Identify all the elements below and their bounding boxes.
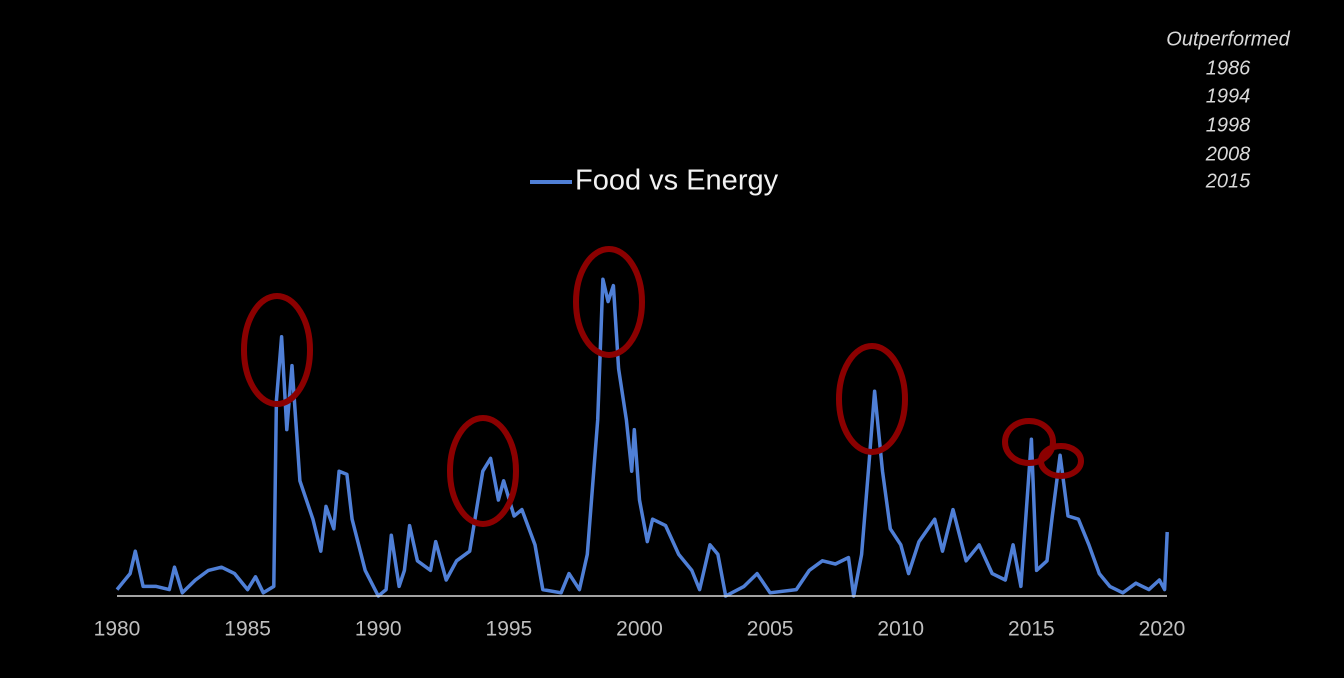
annotations: Outperformed 1986 1994 1998 2008 2015: [1166, 28, 1290, 192]
x-tick-label: 2010: [877, 618, 924, 641]
x-tick-label: 1995: [486, 618, 533, 641]
annotation: 2008: [1205, 143, 1251, 165]
annotation: 1986: [1206, 57, 1251, 79]
highlight-circle: [1038, 443, 1084, 479]
data-line: [115, 277, 1169, 598]
x-tick-label: 1990: [355, 618, 402, 641]
highlight-circle: [836, 343, 908, 455]
highlight-circle: [573, 246, 645, 358]
x-tick-label: 2005: [747, 618, 794, 641]
x-tick-label: 1985: [224, 618, 271, 641]
annotation: Outperformed: [1166, 28, 1290, 50]
annotation: 1994: [1206, 85, 1251, 107]
x-tick-label: 2015: [1008, 618, 1055, 641]
highlight-circles: [241, 246, 1084, 527]
x-tick-label: 2020: [1139, 618, 1186, 641]
highlight-circle: [447, 415, 519, 527]
highlight-circle: [241, 293, 313, 407]
x-tick-label: 1980: [94, 618, 141, 641]
annotation: 2015: [1205, 170, 1251, 192]
annotation: 1998: [1206, 114, 1251, 136]
highlight-circle: [1002, 418, 1056, 466]
x-tick-label: 2000: [616, 618, 663, 641]
legend-label: Food vs Energy: [575, 165, 779, 197]
